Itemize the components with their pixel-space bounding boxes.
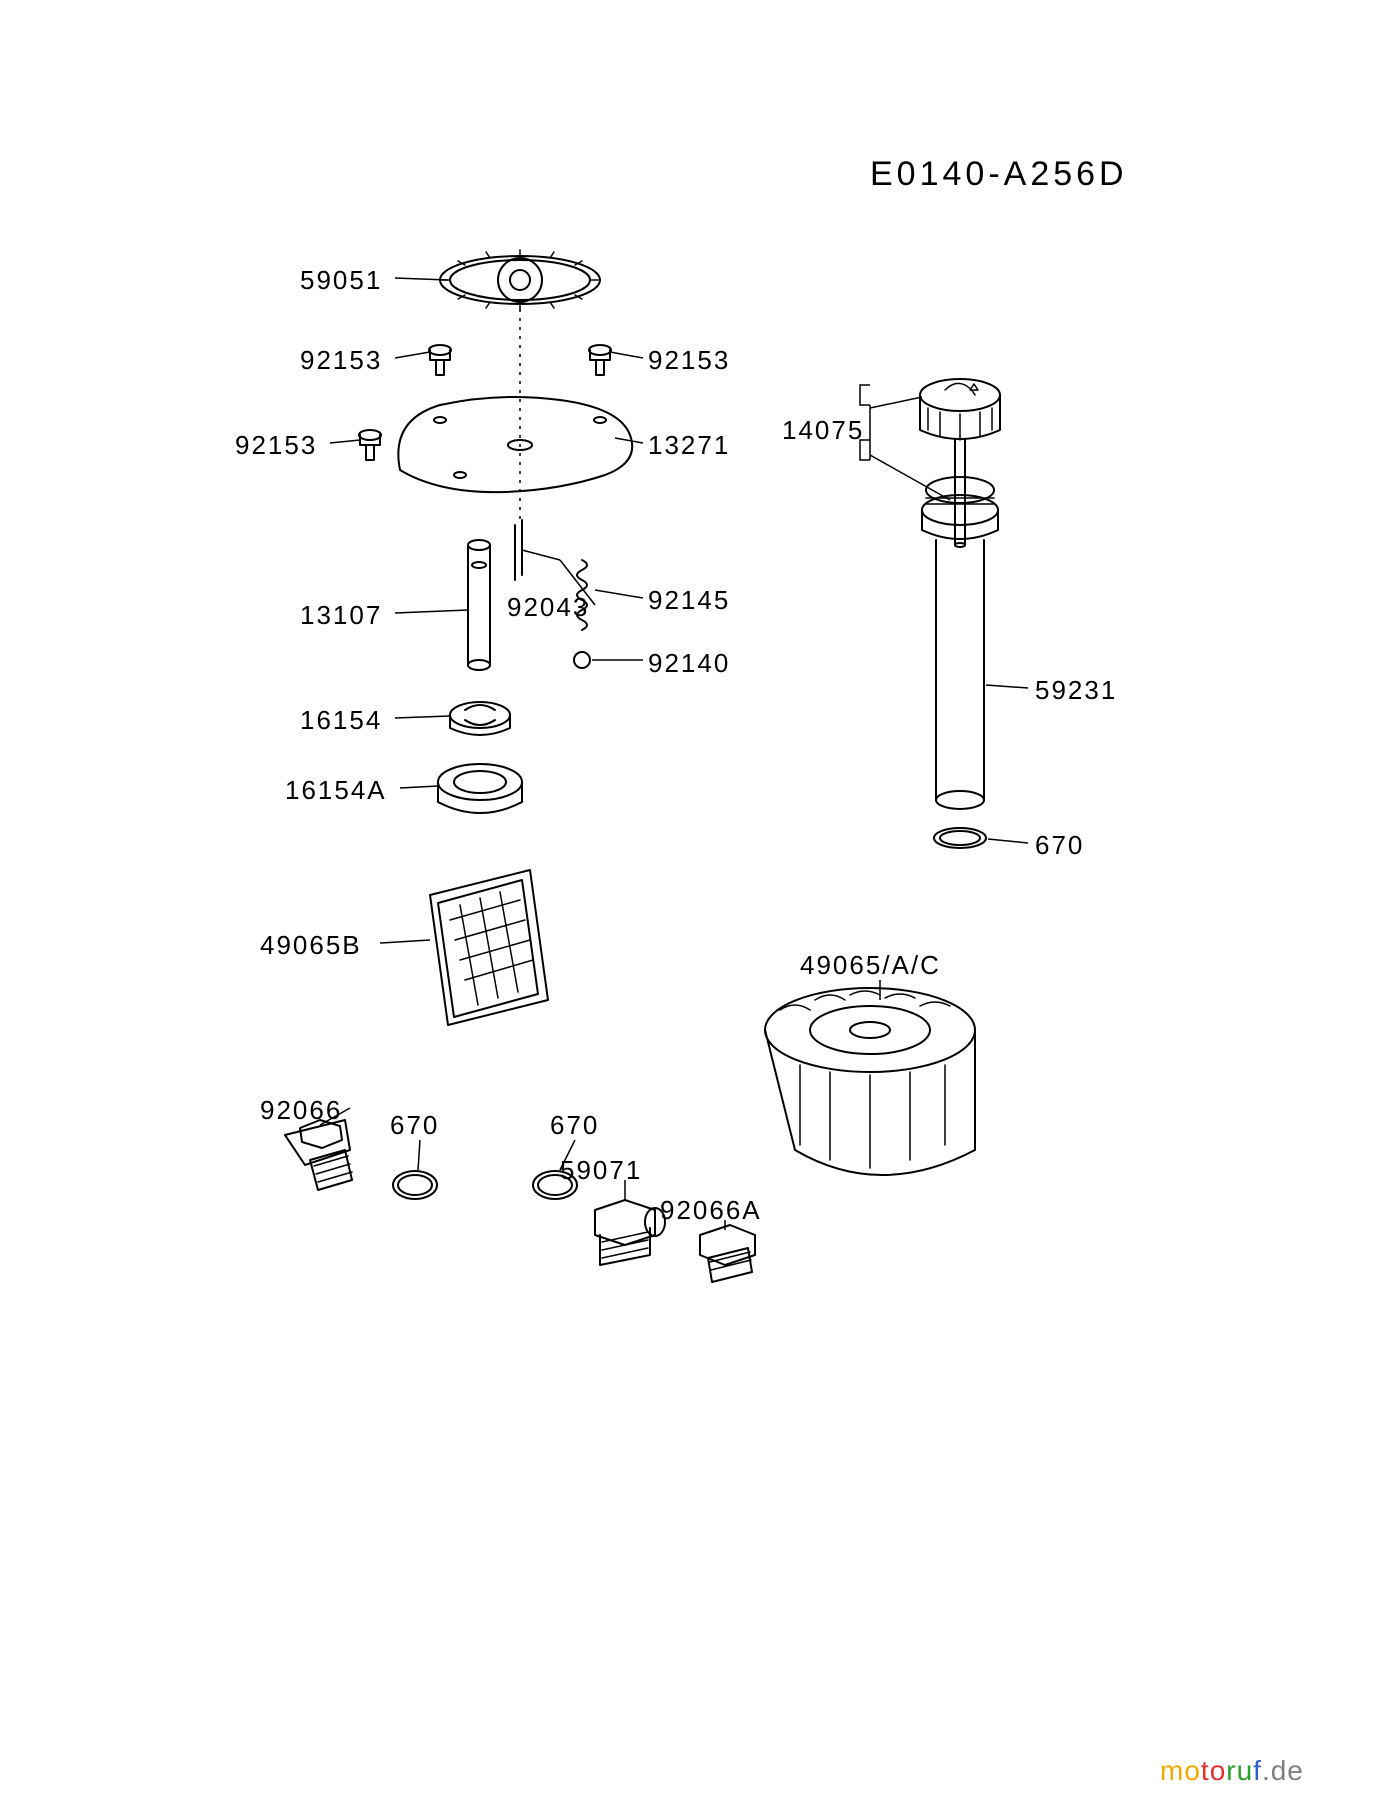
leader-lines: [320, 278, 1028, 1230]
diagram-svg: [0, 0, 1376, 1800]
label-92153-c: 92153: [235, 430, 317, 461]
label-92043: 92043: [507, 592, 589, 623]
label-92153-b: 92153: [648, 345, 730, 376]
label-670-b: 670: [390, 1110, 439, 1141]
part-bolt-92153-right: [589, 345, 611, 375]
watermark: motoruf.de: [1160, 1755, 1304, 1787]
label-670-a: 670: [1035, 830, 1084, 861]
label-670-c: 670: [550, 1110, 599, 1141]
label-92066A: 92066A: [660, 1195, 762, 1226]
label-13107: 13107: [300, 600, 382, 631]
wm-2: t: [1201, 1755, 1210, 1786]
wm-1: o: [1184, 1755, 1201, 1786]
label-92153-a: 92153: [300, 345, 382, 376]
part-ball-92140: [574, 652, 590, 668]
label-16154A: 16154A: [285, 775, 387, 806]
part-tube-59231: [922, 477, 998, 809]
wm-3: o: [1210, 1755, 1227, 1786]
part-screen-49065B: [430, 870, 548, 1025]
wm-0: m: [1160, 1755, 1184, 1786]
part-plug-92066A: [700, 1225, 755, 1282]
label-14075: 14075: [782, 415, 864, 446]
wm-7: .de: [1262, 1755, 1304, 1786]
wm-5: u: [1237, 1755, 1254, 1786]
label-49065: 49065/A/C: [800, 950, 941, 981]
part-bolt-92153-left: [429, 345, 451, 375]
wm-4: r: [1226, 1755, 1236, 1786]
part-cap-14075: [920, 379, 1000, 547]
label-92145: 92145: [648, 585, 730, 616]
part-plug-92066: [285, 1120, 352, 1190]
part-joint-59071: [595, 1200, 665, 1265]
part-oilfilter-49065: [765, 988, 975, 1175]
part-oring-670-tube: [934, 828, 986, 848]
label-92066: 92066: [260, 1095, 342, 1126]
label-59071: 59071: [560, 1155, 642, 1186]
part-oring-670-left: [393, 1171, 437, 1199]
label-49065B: 49065B: [260, 930, 362, 961]
diagram-stage: E0140-A256D: [0, 0, 1376, 1800]
label-13271: 13271: [648, 430, 730, 461]
label-59231: 59231: [1035, 675, 1117, 706]
part-pin-92043: [515, 520, 522, 580]
part-rotor-16154: [450, 702, 510, 735]
part-housing-16154A: [438, 764, 522, 813]
label-92140: 92140: [648, 648, 730, 679]
label-16154: 16154: [300, 705, 382, 736]
wm-6: f: [1253, 1755, 1262, 1786]
part-bolt-92153-front: [359, 430, 381, 460]
part-shaft-13107: [468, 540, 490, 670]
label-59051: 59051: [300, 265, 382, 296]
part-plate-13271: [398, 397, 632, 492]
